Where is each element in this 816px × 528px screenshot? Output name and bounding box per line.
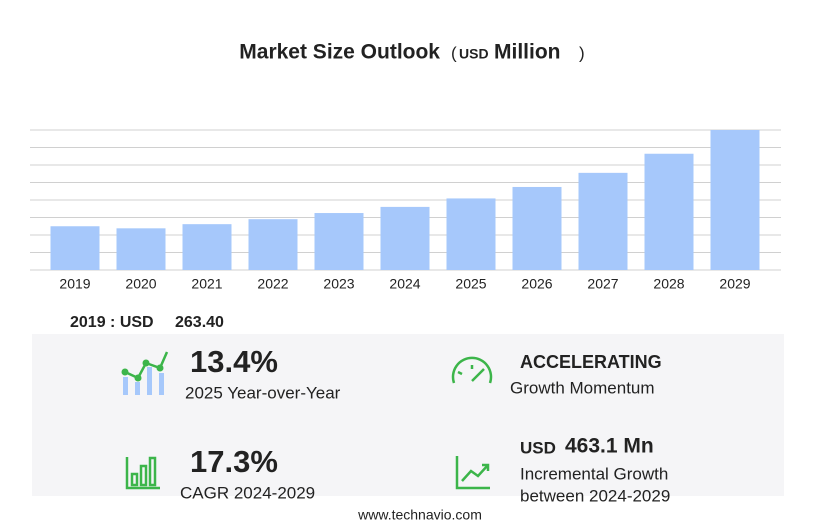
x-tick-label: 2029 xyxy=(719,276,750,292)
bar xyxy=(578,172,628,270)
incremental-currency: USD xyxy=(520,438,556,457)
momentum-value: ACCELERATING xyxy=(520,352,662,372)
stats-panel xyxy=(32,334,784,496)
bar xyxy=(512,186,562,270)
bar xyxy=(710,130,760,270)
bar xyxy=(380,206,430,270)
cagr-label: CAGR 2024-2029 xyxy=(180,483,315,502)
yoy-label: 2025 Year-over-Year xyxy=(185,383,341,402)
highlight-value: 263.40 xyxy=(175,314,224,331)
x-tick-label: 2023 xyxy=(323,276,354,292)
title-paren: ( xyxy=(451,43,457,62)
title-currency: USD xyxy=(459,46,489,62)
footer: www.technavio.com xyxy=(357,507,482,523)
title-paren: ) xyxy=(579,43,585,62)
bar xyxy=(116,228,166,270)
bar xyxy=(248,219,298,270)
x-tick-label: 2028 xyxy=(653,276,684,292)
x-tick-label: 2022 xyxy=(257,276,288,292)
incremental-icon xyxy=(455,456,490,490)
bar xyxy=(50,226,100,270)
x-tick-label: 2026 xyxy=(521,276,552,292)
title-unit: Million xyxy=(494,41,561,64)
cagr-value: 17.3% xyxy=(190,444,278,479)
x-tick-label: 2025 xyxy=(455,276,486,292)
yoy-icon xyxy=(121,351,169,395)
cagr-icon xyxy=(125,456,160,490)
x-tick-label: 2021 xyxy=(191,276,222,292)
momentum-icon xyxy=(451,356,493,384)
bar xyxy=(314,213,364,270)
bar xyxy=(446,198,496,270)
bar xyxy=(182,224,232,270)
incremental-label: between 2024-2029 xyxy=(520,486,670,505)
highlight-label: 2019 : USD xyxy=(70,314,154,331)
x-tick-label: 2019 xyxy=(59,276,90,292)
x-tick-label: 2027 xyxy=(587,276,618,292)
title: Market Size Outlook xyxy=(239,41,440,64)
bar xyxy=(644,153,694,270)
momentum-label: Growth Momentum xyxy=(510,378,655,397)
incremental-value: 463.1 Mn xyxy=(565,435,654,458)
x-tick-label: 2024 xyxy=(389,276,420,292)
incremental-label: Incremental Growth xyxy=(520,464,668,483)
bar-chart: 2019 2020 2021 2022 2023 2024 2025 2026 2027 2028… xyxy=(30,129,781,292)
yoy-value: 13.4% xyxy=(190,344,278,379)
x-tick-label: 2020 xyxy=(125,276,156,292)
